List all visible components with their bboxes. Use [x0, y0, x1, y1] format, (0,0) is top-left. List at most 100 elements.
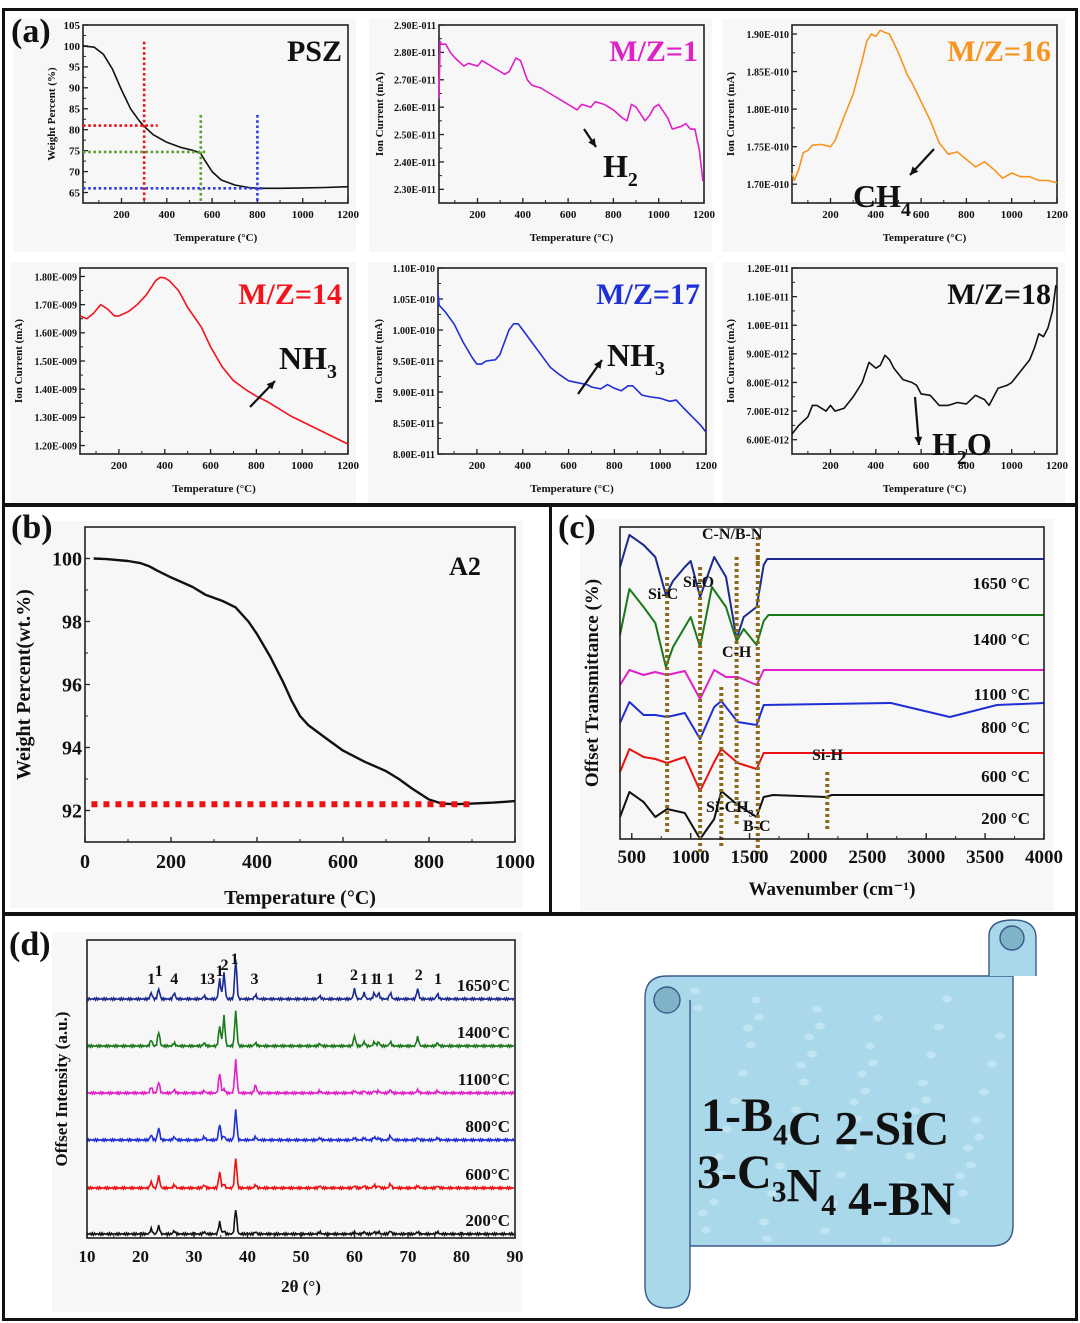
scroll-droplet	[828, 1199, 838, 1207]
x-tick-label: 600	[913, 209, 930, 221]
y-tick-label: 1.70E-010	[747, 180, 790, 191]
y-tick-label: 8.00E-011	[393, 450, 435, 461]
panel-b: 0 200 400 600 800 1000 92 94 96 98 100 Temperature …	[2, 504, 552, 915]
x-tick-label: 90	[507, 1247, 524, 1266]
y-tick-label: 80	[69, 125, 81, 137]
scroll-droplet	[746, 1041, 756, 1049]
x-tick-label: 1000	[648, 209, 671, 221]
scroll-droplet	[868, 1059, 878, 1067]
x-tick-label: 1200	[337, 460, 360, 472]
y-tick-label: 1.00E-011	[747, 321, 789, 332]
arrow-head	[266, 381, 275, 390]
scroll-droplet	[738, 1069, 748, 1077]
panel-c: 1650 °C 1400 °C 1100 °C 800 °C 600 °C 200 °C C…	[549, 504, 1078, 915]
scroll-droplet	[714, 1153, 724, 1161]
x-tick-label: 600	[328, 851, 358, 873]
band-label-si-ch3: Si-CH3	[706, 799, 754, 819]
band-label-c-h: C-H	[722, 644, 752, 661]
peak-label: 2	[415, 967, 423, 984]
plot-background	[722, 19, 1065, 252]
x-tick-label: 800	[249, 209, 266, 221]
scroll-droplet	[783, 1134, 793, 1142]
series-label: 1100°C	[458, 1070, 510, 1089]
y-tick-label: 98	[62, 612, 82, 634]
scroll-droplet	[804, 1033, 814, 1041]
series-line	[86, 1010, 514, 1050]
series-line	[86, 959, 515, 1003]
chart-b: 0 200 400 600 800 1000 92 94 96 98 100 Temperature …	[10, 521, 535, 909]
y-tick-label: 9.00E-012	[747, 350, 790, 361]
y-axis-label: Weight Percent (%)	[46, 67, 58, 161]
scroll-droplet	[918, 1079, 928, 1087]
scroll-droplet	[926, 1051, 936, 1059]
series-label: 1400 °C	[973, 630, 1030, 649]
panel-a-label: (a)	[11, 13, 51, 50]
x-tick-label: 600	[202, 460, 219, 472]
peak-label: 1	[216, 963, 224, 980]
x-tick-label: 2000	[789, 847, 827, 868]
x-tick-label: 80	[453, 1247, 470, 1266]
x-tick-label: 800	[958, 209, 975, 221]
series-label: 1400°C	[457, 1023, 510, 1042]
y-tick-label: 1.50E-009	[35, 357, 78, 368]
y-tick-label: 2.90E-011	[394, 21, 436, 32]
x-tick-label: 1200	[337, 209, 360, 221]
peak-label: 1	[386, 971, 394, 988]
x-tick-label: 200	[469, 460, 486, 472]
scroll-droplet	[759, 1218, 769, 1226]
chart-a1: 200 400 600 800 1000 1200 65 70 75 80 85 90 95 100 105…	[13, 19, 360, 252]
scroll-body	[644, 975, 1014, 1309]
band-label-si-o: Si-O	[683, 574, 714, 591]
scroll-droplet	[836, 1171, 846, 1179]
y-tick-label: 1.10E-010	[393, 264, 436, 275]
y-axis-label: Ion Current (mA)	[374, 72, 386, 156]
legend-line-2: 3-C3N4 4-BN	[697, 1146, 955, 1226]
scroll-droplet	[966, 1161, 976, 1169]
chart-a3: 200 400 600 800 1000 1200 1.70E-010 1.75E-010 1.…	[722, 19, 1069, 252]
x-tick-label: 600	[560, 209, 577, 221]
chart-title: PSZ	[287, 35, 342, 68]
series-line	[86, 1058, 515, 1097]
x-tick-label: 1000	[649, 460, 672, 472]
series-label: 600 °C	[981, 767, 1030, 786]
scroll-droplet	[921, 1096, 931, 1104]
y-tick-label: 95	[69, 62, 81, 74]
panel-b-label: (b)	[11, 509, 53, 546]
y-axis-label: Offset Transmittance (%)	[582, 579, 603, 787]
scroll-droplet	[717, 1170, 727, 1178]
y-tick-label: 1.40E-009	[35, 385, 78, 396]
chart-c: 1650 °C 1400 °C 1100 °C 800 °C 600 °C 200 °C C…	[580, 519, 1063, 911]
y-axis-label: Ion Current (mA)	[13, 319, 25, 403]
peak-label: 1	[360, 971, 368, 988]
x-tick-label: 800	[605, 209, 622, 221]
y-tick-label: 75	[69, 145, 81, 157]
panel-b-canvas: 0 200 400 600 800 1000 92 94 96 98 100 Temperature …	[10, 521, 535, 909]
y-tick-label: 1.10E-011	[747, 292, 789, 303]
band-label-si-c: Si-C	[648, 586, 678, 603]
annotation-ch4: CH4	[853, 178, 911, 221]
x-tick-label: 3000	[907, 847, 945, 868]
plot-background	[10, 521, 523, 908]
x-tick-label: 1000	[292, 209, 315, 221]
y-tick-label: 9.00E-011	[393, 388, 435, 399]
scroll-droplet	[881, 1236, 891, 1244]
x-tick-label: 1000	[1001, 209, 1024, 221]
plot-background	[368, 262, 714, 503]
y-axis-label: Ion Current (mA)	[725, 72, 737, 156]
x-tick-label: 800	[248, 460, 265, 472]
y-tick-label: 2.60E-011	[394, 103, 436, 114]
x-tick-label: 200	[113, 209, 130, 221]
plot-background	[13, 19, 356, 252]
panel-a: 200 400 600 800 1000 1200 65 70 75 80 85 90 95 100 105…	[2, 8, 1078, 506]
scroll-droplet	[701, 1226, 711, 1234]
annotation-h2: H2	[603, 148, 638, 191]
scroll-droplet	[979, 1088, 989, 1096]
peak-label: 2	[220, 957, 228, 974]
x-tick-label: 4000	[1025, 847, 1063, 868]
scroll-droplet	[852, 1115, 862, 1123]
scroll-droplet	[730, 1097, 740, 1105]
y-tick-label: 105	[64, 20, 81, 32]
x-axis-label: Wavenumber (cm⁻¹)	[749, 879, 916, 900]
x-axis-label: Temperature (°C)	[883, 232, 967, 244]
